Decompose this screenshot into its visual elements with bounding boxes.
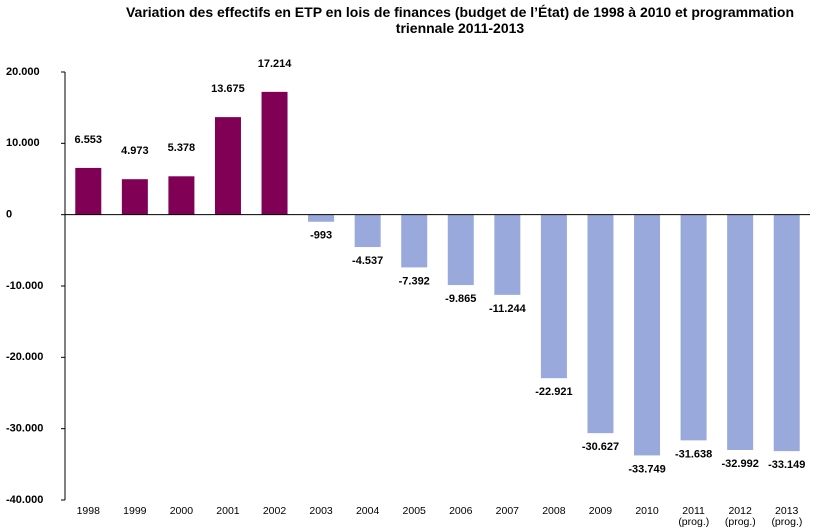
x-tick-label-box: 2007: [495, 506, 520, 517]
x-tick-label-box: 2013 (prog.): [771, 506, 802, 528]
y-tick-label: -20.000: [6, 351, 43, 363]
x-tick-label: 1999: [123, 506, 147, 517]
bar: [168, 176, 195, 215]
data-label: 13.675: [211, 83, 245, 95]
x-tick-label: 2010: [635, 506, 659, 517]
data-label: -30.627: [582, 441, 619, 453]
data-label: -33.749: [628, 463, 665, 475]
x-tick-label-box: 2011 (prog.): [678, 506, 709, 528]
y-tick-label: 10.000: [6, 137, 40, 149]
data-label: -993: [310, 230, 332, 242]
x-tick-label-box: 2012 (prog.): [724, 506, 756, 528]
x-tick-label: 1998: [76, 506, 100, 517]
bar: [494, 214, 521, 295]
x-tick-label-box: 2008: [542, 506, 566, 517]
data-label: -32.992: [722, 458, 759, 470]
x-tick-label: 2013 (prog.): [771, 506, 802, 528]
x-tick-label: 2012 (prog.): [724, 506, 756, 528]
x-tick-label: 2007: [495, 506, 520, 517]
x-tick-label: 2000: [169, 506, 194, 517]
data-label: -11.244: [489, 303, 527, 315]
x-tick-label-box: 2002: [262, 506, 287, 517]
bar: [261, 91, 288, 215]
chart-title: Variation des effectifs en ETP en lois d…: [125, 4, 795, 36]
x-tick-label-box: 2001: [216, 506, 240, 517]
data-label: 5.378: [168, 142, 196, 154]
x-tick-label: 2004: [355, 506, 380, 517]
y-tick-label: -30.000: [6, 423, 43, 435]
data-label: 17.214: [258, 58, 293, 70]
x-tick-label-box: 2009: [588, 506, 613, 517]
bar: [540, 214, 567, 379]
x-tick-label: 2009: [588, 506, 613, 517]
data-label: -9.865: [445, 293, 476, 305]
x-tick-label: 2011 (prog.): [678, 506, 709, 528]
data-label: -7.392: [399, 275, 430, 287]
x-tick-label-box: 2005: [402, 506, 426, 517]
bar: [214, 117, 241, 215]
bar: [773, 214, 800, 452]
bar: [727, 214, 754, 451]
data-label: -4.537: [352, 255, 383, 267]
x-tick-label-box: 2000: [169, 506, 194, 517]
x-tick-label-box: 2003: [309, 506, 333, 517]
x-tick-label-box: 1998: [76, 506, 100, 517]
bar: [447, 214, 474, 286]
y-tick-label: 0: [6, 209, 12, 221]
x-tick-label: 2008: [542, 506, 566, 517]
bar: [354, 214, 381, 248]
bar: [680, 214, 707, 441]
data-label: -31.638: [675, 448, 712, 460]
x-tick-label: 2005: [402, 506, 426, 517]
x-tick-label-box: 1999: [123, 506, 147, 517]
data-label: -22.921: [535, 386, 572, 398]
data-label: 4.973: [121, 145, 149, 157]
y-tick-label: 20.000: [6, 66, 40, 78]
bar: [75, 167, 102, 215]
x-tick-label-box: 2010: [635, 506, 659, 517]
bar: [121, 179, 148, 215]
bar: [634, 214, 661, 456]
x-tick-label: 2001: [216, 506, 240, 517]
x-tick-label: 2002: [262, 506, 287, 517]
data-label: -33.149: [768, 459, 805, 471]
x-tick-label: 2003: [309, 506, 333, 517]
chart-title-box: Variation des effectifs en ETP en lois d…: [125, 4, 795, 36]
bar: [587, 214, 614, 434]
x-tick-label: 2006: [449, 506, 473, 517]
y-tick-label: -10.000: [6, 280, 43, 292]
x-tick-label-box: 2004: [355, 506, 380, 517]
x-tick-label-box: 2006: [449, 506, 473, 517]
data-label: 6.553: [75, 134, 103, 146]
bar: [401, 214, 428, 268]
y-tick-label: -40.000: [6, 494, 43, 506]
bar: [308, 214, 335, 222]
